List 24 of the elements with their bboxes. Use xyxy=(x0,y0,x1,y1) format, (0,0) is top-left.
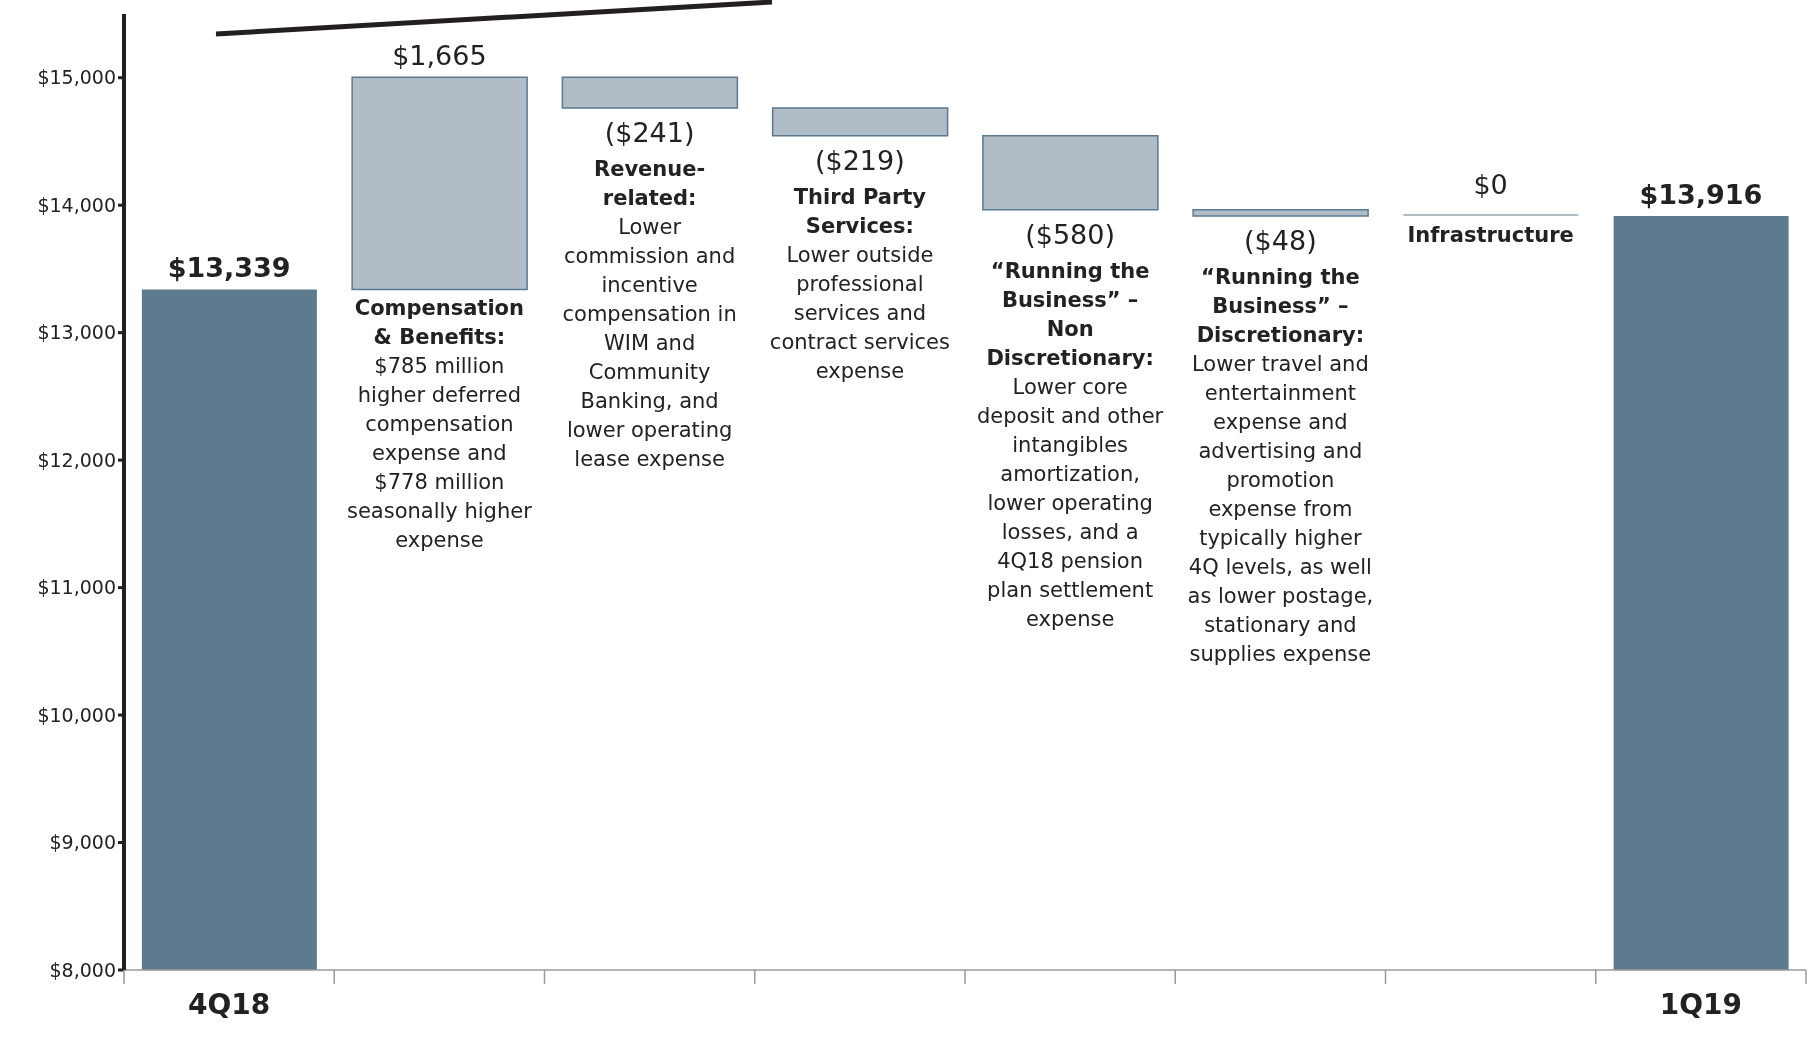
data-label: $13,339 xyxy=(167,252,291,284)
data-label: ($580) xyxy=(1025,218,1116,250)
data-label: ($48) xyxy=(1244,224,1317,256)
y-tick-label: $12,000 xyxy=(37,448,116,471)
data-label: $0 xyxy=(1473,168,1508,200)
data-label: ($241) xyxy=(604,116,695,148)
x-tick-label: 1Q19 xyxy=(1659,988,1742,1021)
y-tick-label: $15,000 xyxy=(37,66,116,89)
data-label: $1,665 xyxy=(392,40,487,72)
annotation: Third Party Services: Lower outside professional services and contract services expense xyxy=(769,184,950,383)
y-tick-label: $14,000 xyxy=(37,193,116,216)
data-label: $13,916 xyxy=(1639,178,1763,210)
text: “Running the Business” – Non Discretionary: Lower core deposit and other intangibles amortization, lower operating losses, and a 4Q18 pension plan settlement expense xyxy=(977,258,1164,631)
text: Compensation & Benefits: $785 million higher deferred compensation expense and $778 million seasonally higher expense xyxy=(346,296,532,553)
x-tick-label: 4Q18 xyxy=(188,988,271,1021)
y-tick-label: $9,000 xyxy=(49,831,116,854)
y-tick-label: $8,000 xyxy=(49,958,116,981)
data-label: ($219) xyxy=(814,144,905,176)
y-tick-label: $11,000 xyxy=(37,576,116,599)
text: “Running the Business” – Discretionary: Lower travel and entertainment expense and advertising and promotion expense from typically higher 4Q levels, as well as lower postage, stationary and supplies expense xyxy=(1187,264,1374,666)
annotation: Infrastructure xyxy=(1407,222,1574,247)
y-tick-label: $10,000 xyxy=(37,703,116,726)
text: Revenue-related: Lower commission and incentive compensation in WIM and Community Banking, and lower operating lease expense xyxy=(562,156,737,471)
y-tick-label: $13,000 xyxy=(37,321,116,344)
